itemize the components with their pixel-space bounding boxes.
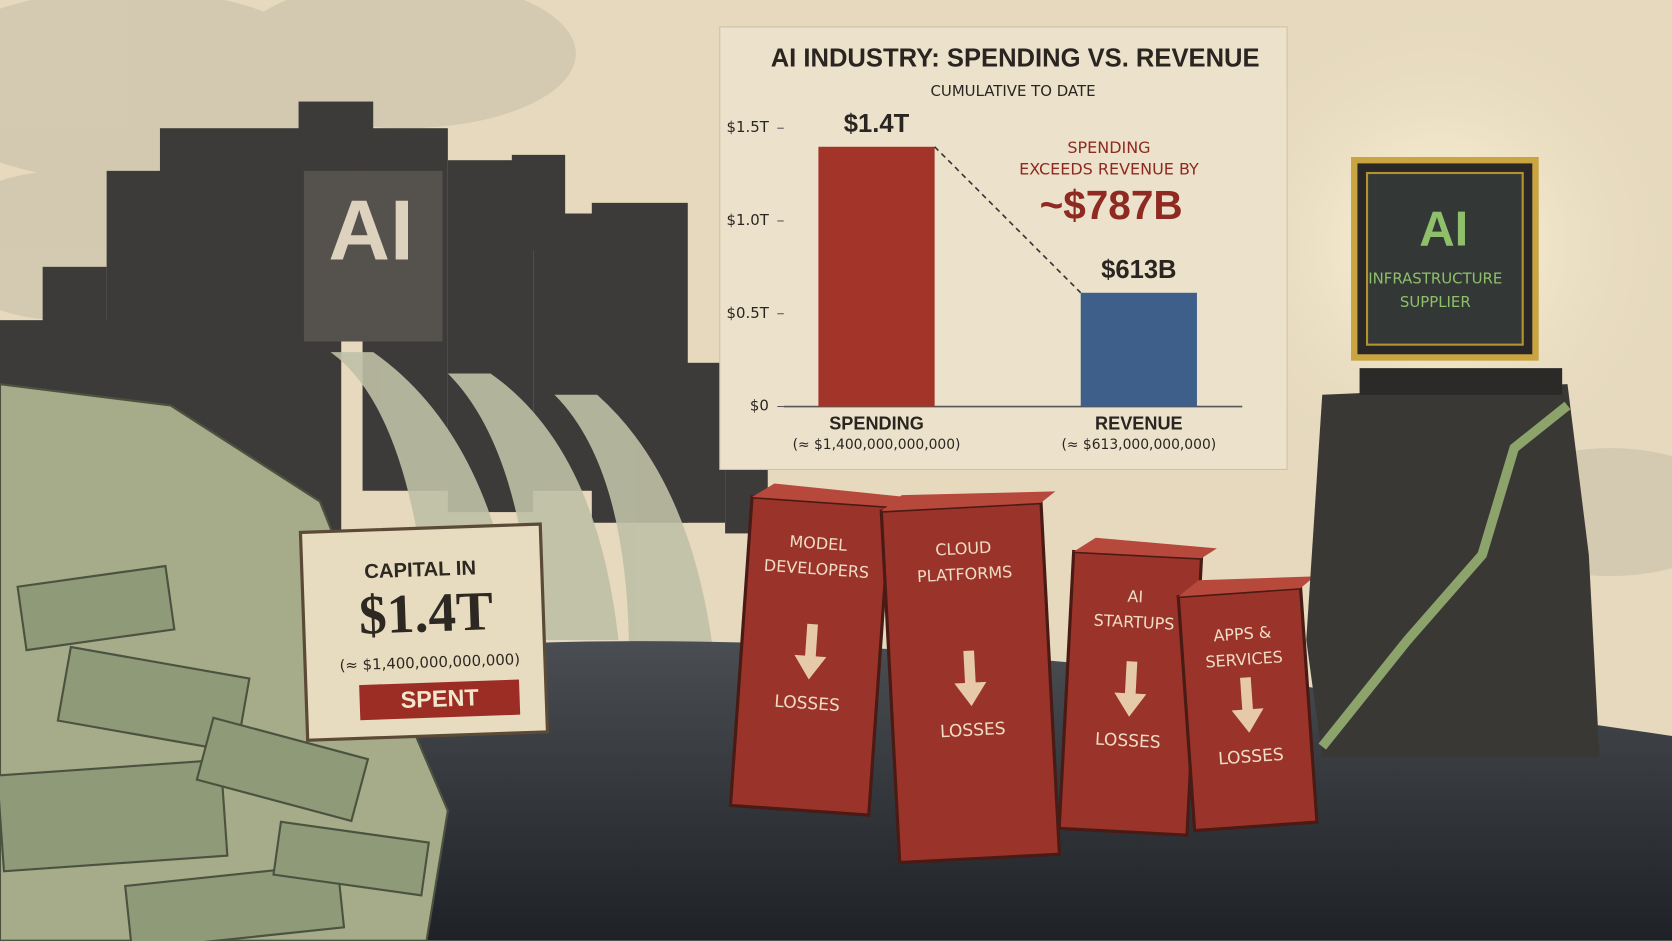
building-label: AI xyxy=(328,184,413,279)
x-tick-label: REVENUE xyxy=(1095,413,1183,433)
arrow xyxy=(1114,661,1147,717)
pillar: AI STARTUPS LOSSES xyxy=(1057,537,1217,837)
pillar-status: LOSSES xyxy=(774,692,841,717)
chart-panel: AI INDUSTRY: SPENDING VS. REVENUE CUMULA… xyxy=(719,26,1288,470)
category-note: (≈ $613,000,000,000) xyxy=(1061,437,1216,453)
category-note: (≈ $1,400,000,000,000) xyxy=(793,437,961,453)
pillar-status: LOSSES xyxy=(940,719,1007,742)
y-tick-label: $0.5T xyxy=(727,304,770,322)
x-tick-label: SPENDING xyxy=(829,413,924,433)
chip-label: SUPPLIER xyxy=(1400,293,1471,311)
pillar-top xyxy=(1178,576,1315,597)
pillar-top xyxy=(1073,537,1217,559)
pillar-top xyxy=(881,491,1056,512)
y-tick-label: $1.5T xyxy=(727,118,770,136)
bar xyxy=(818,146,935,407)
cliff xyxy=(1306,368,1600,758)
ai-block xyxy=(303,170,443,342)
pillar-status: LOSSES xyxy=(1218,745,1285,770)
chart-title: AI INDUSTRY: SPENDING VS. REVENUE xyxy=(771,45,1260,73)
bar xyxy=(1080,292,1197,407)
annotation: SPENDING xyxy=(1067,138,1150,157)
sign-amount: $1.4T xyxy=(358,580,494,646)
pillar-top xyxy=(752,483,906,507)
chip-label: INFRASTRUCTURE xyxy=(1368,270,1502,288)
annotation: EXCEEDS REVENUE BY xyxy=(1019,159,1199,178)
pillar-label: APPS & xyxy=(1213,622,1272,645)
sign-stamp: SPENT xyxy=(400,684,480,713)
pillar-label: PLATFORMS xyxy=(917,562,1013,586)
value-label: $1.4T xyxy=(844,110,910,138)
chart-subtitle: CUMULATIVE TO DATE xyxy=(931,82,1096,100)
arrow xyxy=(1231,677,1264,733)
value-label: $613B xyxy=(1101,256,1176,284)
annotation-highlight: ~$787B xyxy=(1040,182,1183,228)
chart: $0 $0.5T $1.0T $1.5T $1.4T SPENDING (≈ $1,400,… xyxy=(727,110,1243,453)
pillar-label: AI xyxy=(1127,587,1144,607)
pillar-label: STARTUPS xyxy=(1093,610,1175,633)
chip: AI INFRASTRUCTURE SUPPLIER xyxy=(1351,157,1539,361)
sign: CAPITAL IN $1.4T (≈ $1,400,000,000,000) … xyxy=(298,522,550,742)
arrow xyxy=(954,650,987,707)
money-piles xyxy=(0,383,449,941)
pillar-label: MODEL xyxy=(789,532,848,555)
pillar-label: CLOUD xyxy=(935,538,992,560)
y-tick-label: $0 xyxy=(750,397,769,415)
y-tick-label: $1.0T xyxy=(727,211,770,229)
chip-title: AI xyxy=(1419,203,1468,257)
pillar-status: LOSSES xyxy=(1095,730,1162,753)
sign-line: CAPITAL IN xyxy=(364,557,476,583)
arrow xyxy=(794,623,827,680)
